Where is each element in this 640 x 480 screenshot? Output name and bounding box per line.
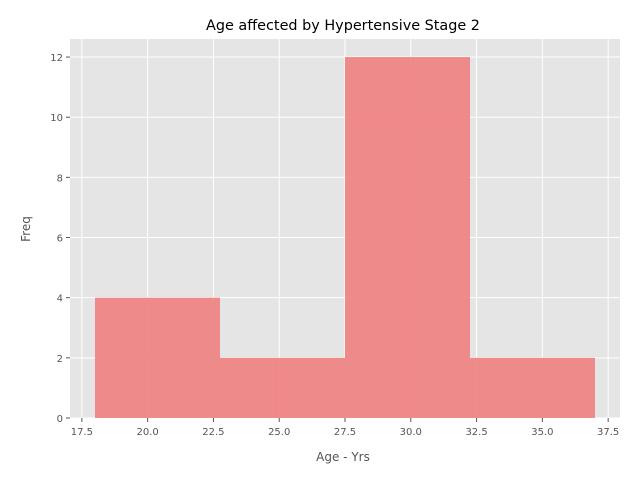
- x-tick-label: 32.5: [465, 427, 487, 438]
- y-tick-label: 6: [57, 234, 63, 245]
- y-tick-label: 2: [57, 354, 63, 365]
- x-axis-ticks: 17.5 20.0 22.5 25.0 27.5 30.0 32.5 35.0 37.5: [71, 418, 619, 438]
- histogram-bar-3: [345, 57, 470, 419]
- x-axis-label: Age - Yrs: [316, 450, 370, 464]
- x-tick-label: 22.5: [202, 427, 224, 438]
- x-tick-label: 30.0: [400, 427, 422, 438]
- x-tick-label: 35.0: [531, 427, 553, 438]
- x-tick-label: 37.5: [597, 427, 619, 438]
- x-tick-label: 25.0: [268, 427, 290, 438]
- x-tick-label: 17.5: [71, 427, 93, 438]
- histogram-bar-2: [220, 357, 345, 418]
- x-tick-label: 20.0: [136, 427, 158, 438]
- y-tick-label: 8: [57, 173, 63, 184]
- y-axis-ticks: 0 2 4 6 8 10 12: [50, 53, 70, 425]
- chart-title: Age affected by Hypertensive Stage 2: [206, 18, 480, 34]
- y-tick-label: 4: [57, 294, 63, 305]
- y-tick-label: 10: [50, 113, 63, 124]
- histogram-bar-1: [95, 297, 220, 418]
- y-axis-label: Freq: [19, 216, 33, 242]
- y-tick-label: 12: [50, 53, 63, 64]
- histogram-bar-4: [470, 357, 595, 418]
- x-tick-label: 27.5: [334, 427, 356, 438]
- histogram-bars: [95, 57, 595, 419]
- y-tick-label: 0: [57, 414, 63, 425]
